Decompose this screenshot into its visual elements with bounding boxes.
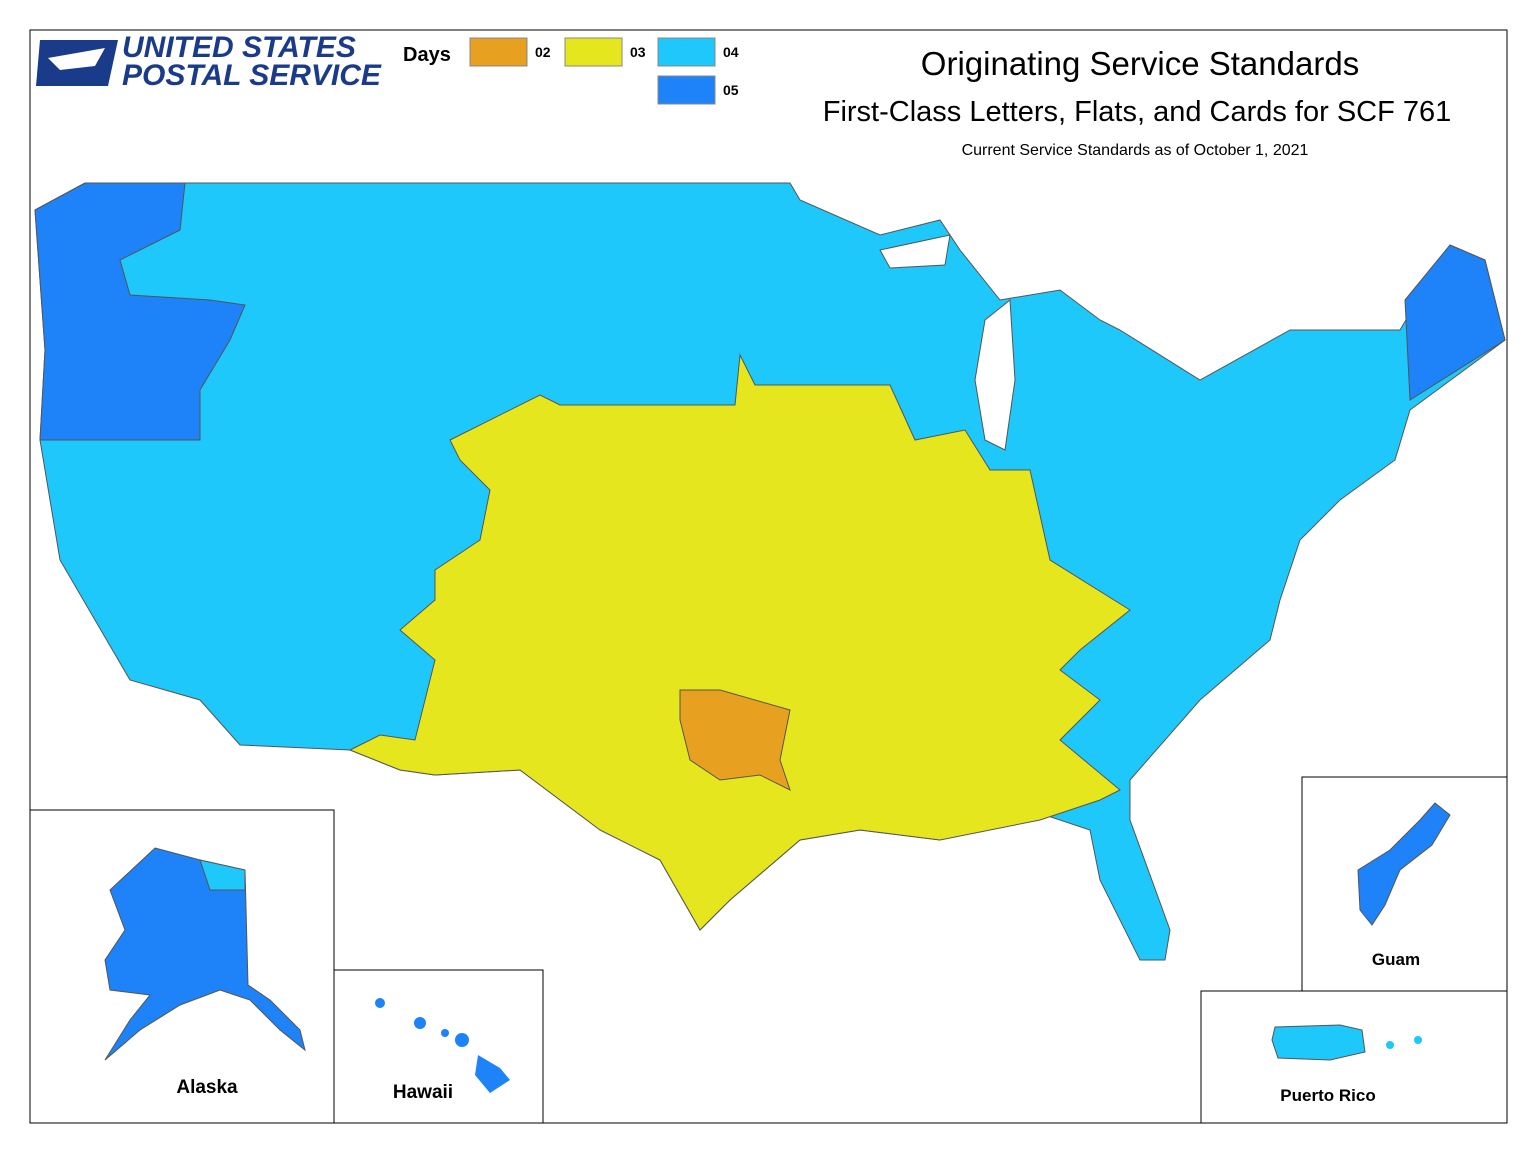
- legend-label: 05: [723, 82, 739, 98]
- legend: 02 03 04 05: [469, 37, 739, 105]
- inset-label: Alaska: [176, 1077, 238, 1098]
- legend-label: 02: [535, 44, 551, 60]
- legend-title: Days: [403, 44, 451, 66]
- legend-swatch: [657, 37, 716, 67]
- legend-label: 03: [630, 44, 646, 60]
- inset-frame: [29, 809, 335, 1124]
- legend-swatch: [469, 37, 528, 67]
- island: [455, 1033, 469, 1047]
- inset-frame: [1200, 990, 1508, 1124]
- region-03: [348, 353, 1131, 931]
- inset-frame: [333, 969, 544, 1124]
- alaska-04: [199, 859, 246, 891]
- lake-superior: [879, 234, 951, 269]
- island: [475, 1055, 510, 1093]
- island: [414, 1017, 426, 1029]
- island: [375, 998, 385, 1008]
- inset-label: Hawaii: [393, 1082, 453, 1103]
- title: Originating Service Standards: [921, 45, 1359, 82]
- note: Current Service Standards as of October …: [962, 142, 1309, 159]
- contiguous-us: [34, 182, 1506, 961]
- hawaii: [375, 998, 510, 1093]
- inset-label: Puerto Rico: [1280, 1086, 1375, 1105]
- legend-swatch: [564, 37, 623, 67]
- guam: [1357, 802, 1451, 926]
- logo: UNITED STATES POSTAL SERVICE: [36, 31, 382, 92]
- puerto-rico: [1271, 1024, 1366, 1061]
- region-05: [34, 182, 246, 441]
- region-02: [679, 689, 791, 791]
- lake-michigan: [974, 299, 1016, 451]
- subtitle: First-Class Letters, Flats, and Cards fo…: [823, 96, 1452, 128]
- region-05: [1404, 244, 1506, 401]
- island: [441, 1029, 449, 1037]
- logo-line: POSTAL SERVICE: [122, 59, 382, 92]
- island: [1386, 1041, 1394, 1049]
- island: [1414, 1036, 1422, 1044]
- alaska: [104, 847, 306, 1061]
- legend-label: 04: [723, 44, 739, 60]
- logo-line: UNITED STATES: [122, 31, 356, 64]
- inset-label: Guam: [1372, 950, 1420, 969]
- frame: [29, 29, 1508, 1124]
- legend-swatch: [657, 75, 716, 105]
